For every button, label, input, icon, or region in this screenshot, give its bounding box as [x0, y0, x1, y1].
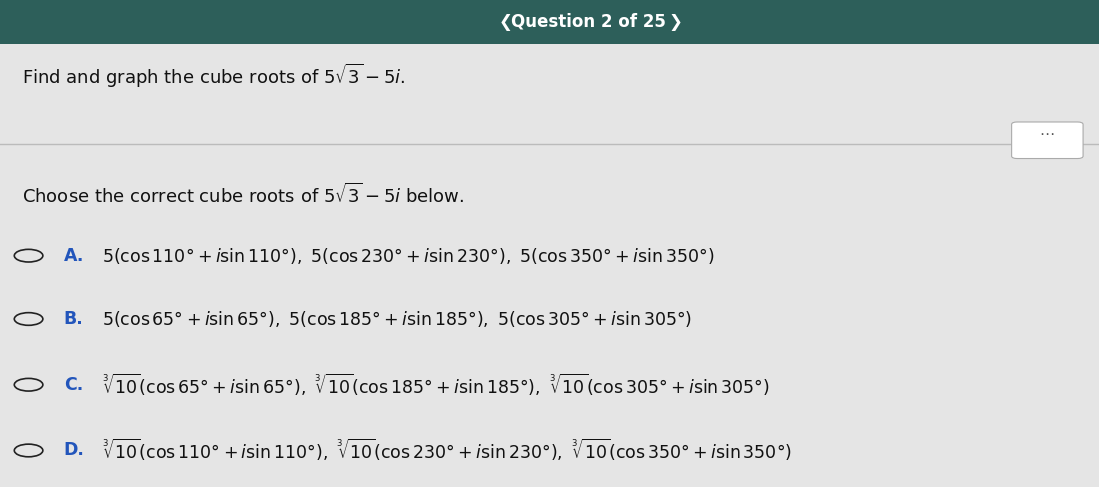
Text: B.: B.	[64, 310, 84, 328]
Text: $5(\cos110°+i\sin110°),\ 5(\cos230°+i\sin230°),\ 5(\cos350°+i\sin350°)$: $5(\cos110°+i\sin110°),\ 5(\cos230°+i\si…	[102, 245, 714, 266]
Text: ❯: ❯	[669, 13, 682, 31]
FancyBboxPatch shape	[1011, 122, 1084, 159]
Text: Find and graph the cube roots of $5\sqrt{3}-5i$.: Find and graph the cube roots of $5\sqrt…	[22, 61, 406, 90]
Text: C.: C.	[64, 376, 84, 393]
Text: Choose the correct cube roots of $5\sqrt{3}-5i$ below.: Choose the correct cube roots of $5\sqrt…	[22, 183, 464, 207]
Text: Question 2 of 25: Question 2 of 25	[511, 13, 665, 31]
Text: A.: A.	[64, 247, 85, 264]
Text: $\sqrt[3]{10}(\cos65°+i\sin65°),\ \sqrt[3]{10}(\cos185°+i\sin185°),\ \sqrt[3]{10: $\sqrt[3]{10}(\cos65°+i\sin65°),\ \sqrt[…	[102, 372, 770, 398]
FancyBboxPatch shape	[0, 0, 1099, 44]
Text: $5(\cos65°+i\sin65°),\ 5(\cos185°+i\sin185°),\ 5(\cos305°+i\sin305°)$: $5(\cos65°+i\sin65°),\ 5(\cos185°+i\sin1…	[102, 309, 692, 329]
Text: D.: D.	[64, 442, 85, 459]
Text: ⋯: ⋯	[1040, 128, 1055, 142]
Text: $\sqrt[3]{10}(\cos110°+i\sin110°),\ \sqrt[3]{10}(\cos230°+i\sin230°),\ \sqrt[3]{: $\sqrt[3]{10}(\cos110°+i\sin110°),\ \sqr…	[102, 437, 792, 464]
Text: ❮: ❮	[499, 13, 512, 31]
